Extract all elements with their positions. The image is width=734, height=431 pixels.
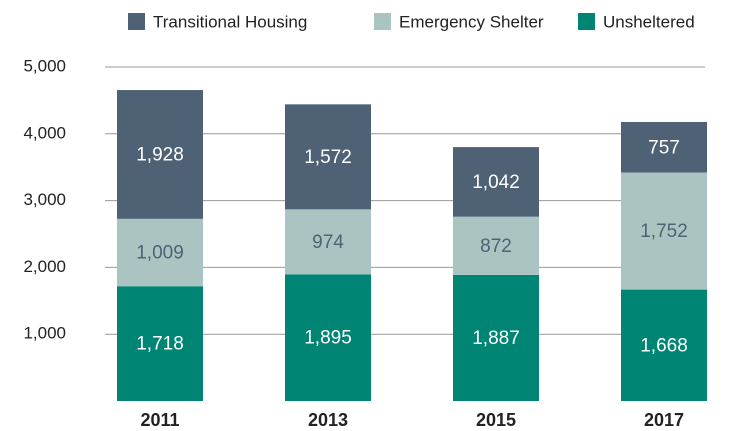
value-label: 757 xyxy=(648,137,680,158)
value-label: 1,572 xyxy=(304,147,352,168)
bar-segment xyxy=(117,218,203,287)
value-label: 1,042 xyxy=(472,172,520,193)
legend-label: Emergency Shelter xyxy=(399,12,544,31)
value-label: 1,928 xyxy=(136,144,184,165)
bar-segment xyxy=(621,289,707,401)
legend-label: Transitional Housing xyxy=(153,12,307,31)
legend-swatch xyxy=(128,13,145,30)
value-label: 974 xyxy=(312,232,344,253)
bar-segment xyxy=(117,286,203,401)
legend-swatch xyxy=(374,13,391,30)
y-tick-label: 3,000 xyxy=(23,190,66,209)
y-tick-label: 2,000 xyxy=(23,257,66,276)
x-tick-label: 2011 xyxy=(140,410,179,430)
x-tick-label: 2017 xyxy=(644,410,684,430)
value-label: 1,009 xyxy=(136,243,184,264)
value-label: 872 xyxy=(480,236,512,257)
legend-swatch xyxy=(578,13,595,30)
bar-segment xyxy=(453,216,539,275)
value-label: 1,895 xyxy=(304,328,352,349)
bar-segment xyxy=(285,104,371,210)
bar-segment xyxy=(117,90,203,219)
x-tick-label: 2013 xyxy=(308,410,348,430)
value-label: 1,668 xyxy=(640,335,688,356)
bar-segment xyxy=(621,172,707,290)
bar-segment xyxy=(453,274,539,401)
y-tick-label: 5,000 xyxy=(23,56,66,75)
value-label: 1,887 xyxy=(472,328,520,349)
bar-segment xyxy=(285,274,371,401)
y-tick-label: 4,000 xyxy=(23,123,66,142)
value-label: 1,752 xyxy=(640,221,688,242)
bar-segment xyxy=(285,209,371,275)
y-tick-label: 1,000 xyxy=(23,324,66,343)
legend-label: Unsheltered xyxy=(603,12,695,31)
value-label: 1,718 xyxy=(136,334,184,355)
bar-segment xyxy=(621,121,707,173)
bar-segment xyxy=(453,147,539,217)
x-tick-label: 2015 xyxy=(476,410,516,430)
